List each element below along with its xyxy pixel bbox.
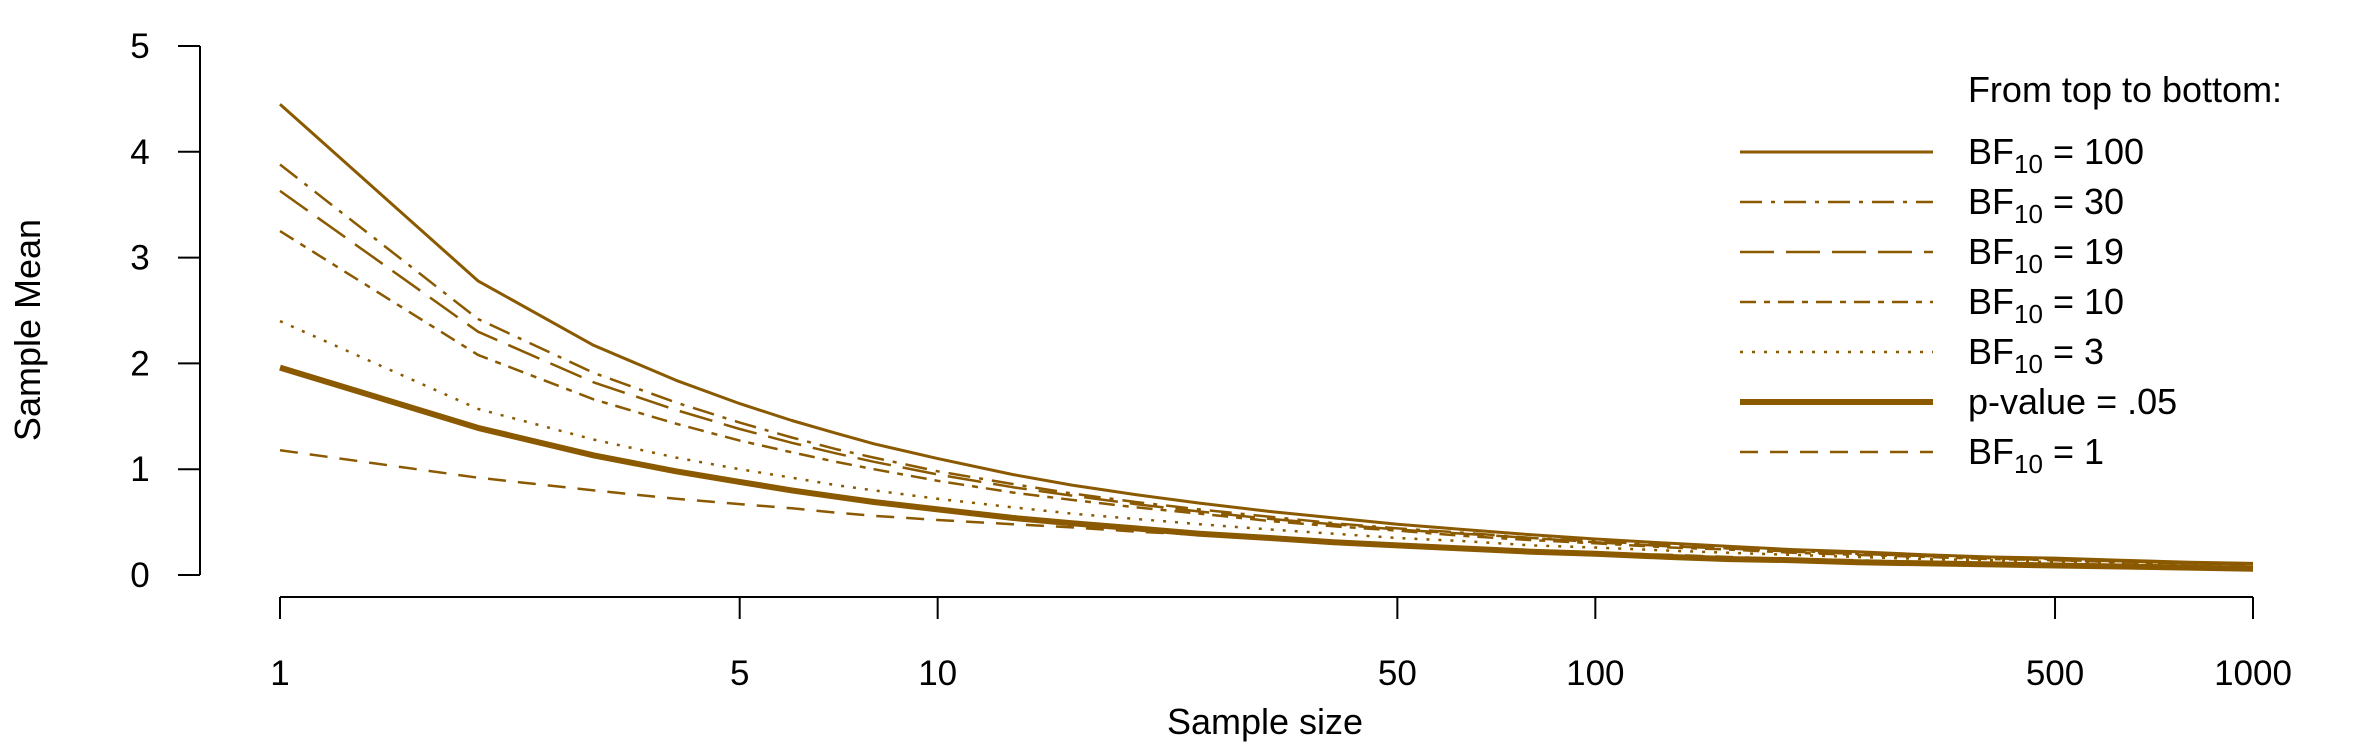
series-line-6 <box>279 448 2254 569</box>
legend-entry-4: BF10 = 3 <box>1968 331 2104 379</box>
series-line-0 <box>279 103 2254 565</box>
series-line-3 <box>279 230 2254 566</box>
x-tick-label-6: 1000 <box>2214 654 2292 693</box>
series-line-2 <box>279 189 2254 566</box>
x-tick-label-2: 10 <box>918 654 957 693</box>
series-line-1 <box>279 163 2254 566</box>
legend-entry-2: BF10 = 19 <box>1968 231 2124 279</box>
y-tick-label-0: 0 <box>130 556 149 595</box>
legend-entry-3: BF10 = 10 <box>1968 281 2124 329</box>
plot-lines <box>279 103 2254 572</box>
y-axis: 0 1 2 3 4 5 <box>130 27 201 595</box>
legend-entry-6: BF10 = 1 <box>1968 431 2104 479</box>
legend-title: From top to bottom: <box>1968 69 2282 110</box>
y-tick-label-1: 1 <box>130 450 149 489</box>
y-tick-label-5: 5 <box>130 27 149 66</box>
x-tick-label-3: 50 <box>1378 654 1417 693</box>
y-tick-label-2: 2 <box>130 344 149 383</box>
x-tick-label-0: 1 <box>270 654 289 693</box>
x-tick-label-4: 100 <box>1566 654 1624 693</box>
x-axis-label: Sample size <box>1167 701 1363 742</box>
x-tick-label-5: 500 <box>2026 654 2084 693</box>
legend-entry-5: p-value = .05 <box>1968 381 2177 422</box>
y-tick-label-3: 3 <box>130 239 149 278</box>
y-axis-label: Sample Mean <box>7 219 48 441</box>
legend-entry-1: BF10 = 30 <box>1968 181 2124 229</box>
x-axis: 1 5 10 50 100 500 1000 <box>270 596 2292 693</box>
legend-entry-0: BF10 = 100 <box>1968 131 2144 179</box>
x-tick-label-1: 5 <box>730 654 749 693</box>
series-line-4 <box>279 319 2254 567</box>
y-tick-label-4: 4 <box>130 133 149 172</box>
